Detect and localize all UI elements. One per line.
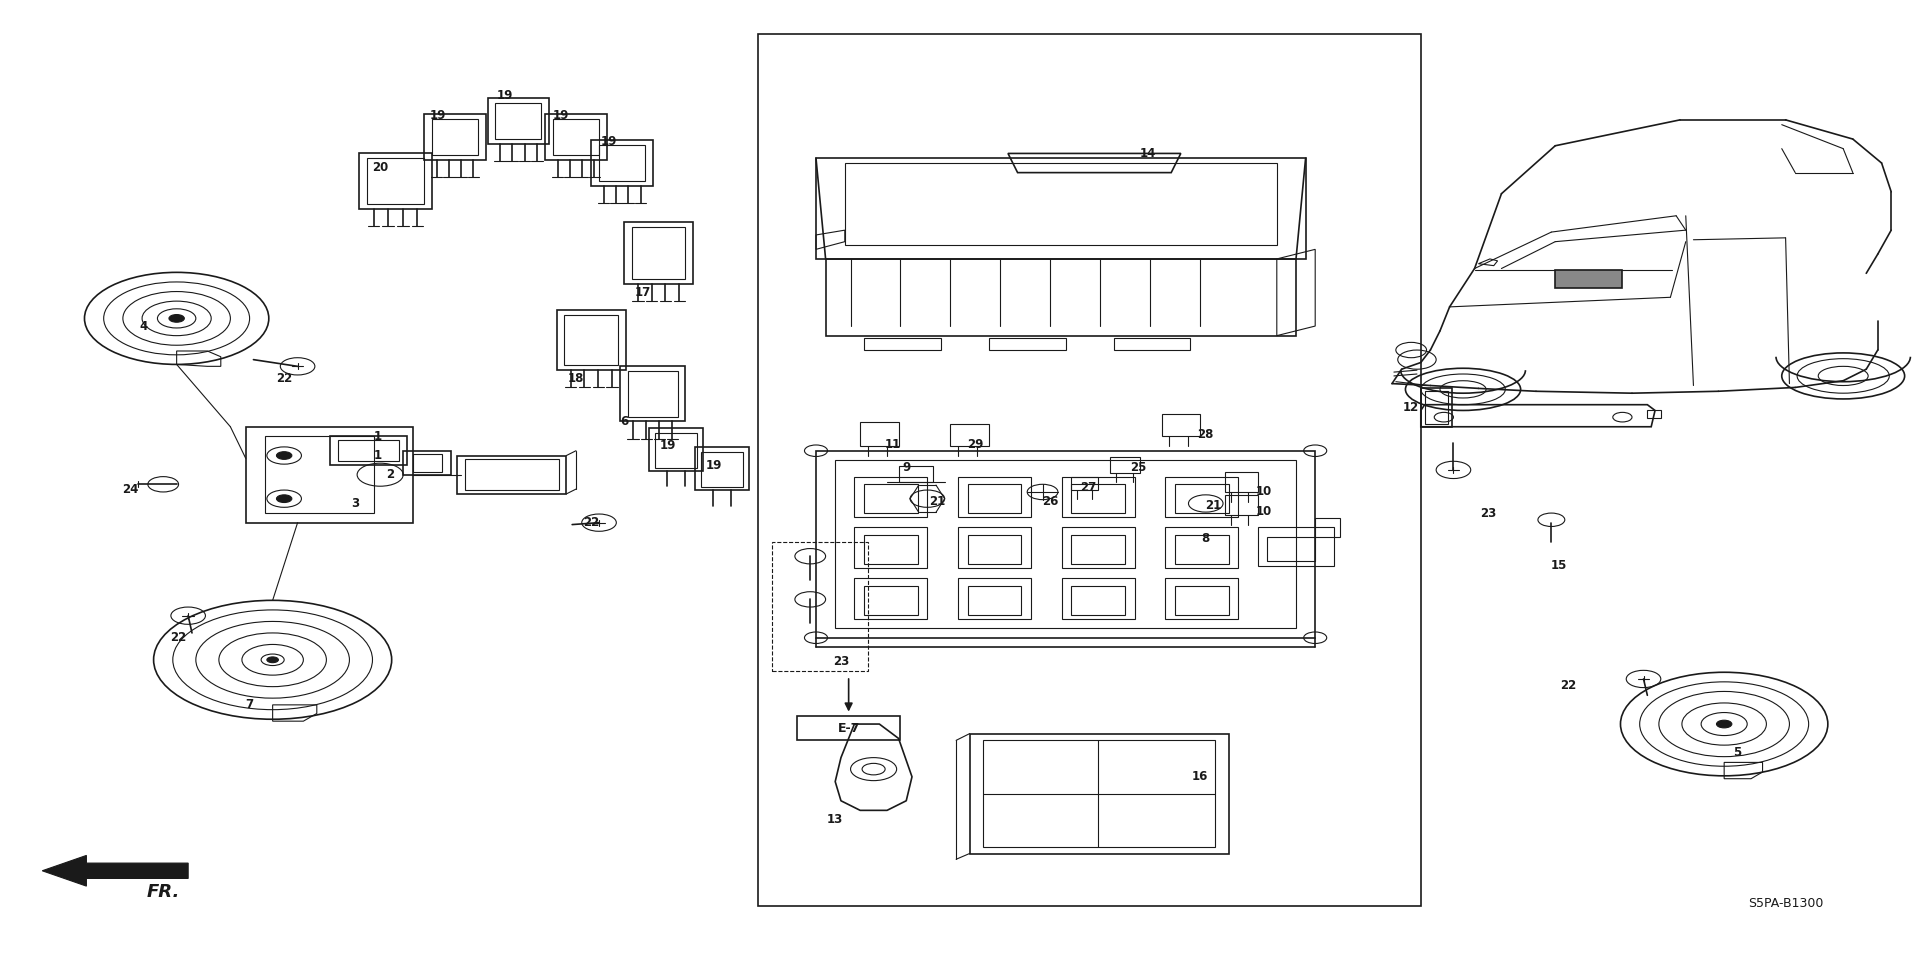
Text: 22: 22 xyxy=(171,631,186,644)
Text: 2: 2 xyxy=(386,468,394,481)
Text: 10: 10 xyxy=(1256,504,1271,518)
Text: 26: 26 xyxy=(1043,495,1058,508)
Text: 21: 21 xyxy=(1206,499,1221,512)
Text: 7: 7 xyxy=(246,698,253,712)
Text: 25: 25 xyxy=(1131,460,1146,474)
Text: 11: 11 xyxy=(885,437,900,451)
Text: 1: 1 xyxy=(374,430,382,443)
Text: 17: 17 xyxy=(636,286,651,299)
Text: 19: 19 xyxy=(497,89,513,103)
Text: 24: 24 xyxy=(123,482,138,496)
Circle shape xyxy=(276,452,292,459)
Polygon shape xyxy=(42,855,188,886)
Text: 9: 9 xyxy=(902,461,910,475)
Text: 19: 19 xyxy=(707,458,722,472)
Text: 12: 12 xyxy=(1404,401,1419,414)
Text: 19: 19 xyxy=(553,108,568,122)
Circle shape xyxy=(1716,720,1732,728)
Text: 10: 10 xyxy=(1256,485,1271,499)
Bar xyxy=(797,716,900,740)
Circle shape xyxy=(169,315,184,322)
Text: 27: 27 xyxy=(1081,480,1096,494)
Bar xyxy=(758,34,1421,906)
Text: 29: 29 xyxy=(968,437,983,451)
Text: 19: 19 xyxy=(601,135,616,149)
Text: 15: 15 xyxy=(1551,559,1567,573)
Text: 6: 6 xyxy=(620,415,628,429)
Text: 8: 8 xyxy=(1202,532,1210,546)
Text: 19: 19 xyxy=(660,439,676,453)
Text: 22: 22 xyxy=(1561,679,1576,692)
Bar xyxy=(772,542,868,671)
Text: 23: 23 xyxy=(1480,506,1496,520)
Text: 14: 14 xyxy=(1140,147,1156,160)
Text: 16: 16 xyxy=(1192,770,1208,784)
Text: 13: 13 xyxy=(828,813,843,827)
Text: 19: 19 xyxy=(430,108,445,122)
Text: 3: 3 xyxy=(351,497,359,510)
Text: S5PA-B1300: S5PA-B1300 xyxy=(1747,897,1824,910)
Polygon shape xyxy=(1555,270,1622,288)
Text: 23: 23 xyxy=(833,655,849,668)
Text: 22: 22 xyxy=(276,372,292,386)
Circle shape xyxy=(276,495,292,503)
Text: 4: 4 xyxy=(140,319,148,333)
Text: 21: 21 xyxy=(929,495,945,508)
Text: 5: 5 xyxy=(1734,746,1741,760)
Text: 18: 18 xyxy=(568,372,584,386)
Text: FR.: FR. xyxy=(146,883,180,901)
Text: 1: 1 xyxy=(374,449,382,462)
Text: 28: 28 xyxy=(1198,428,1213,441)
Text: 22: 22 xyxy=(584,516,599,529)
Circle shape xyxy=(267,657,278,663)
Text: 20: 20 xyxy=(372,161,388,175)
Text: E-7: E-7 xyxy=(837,722,860,736)
